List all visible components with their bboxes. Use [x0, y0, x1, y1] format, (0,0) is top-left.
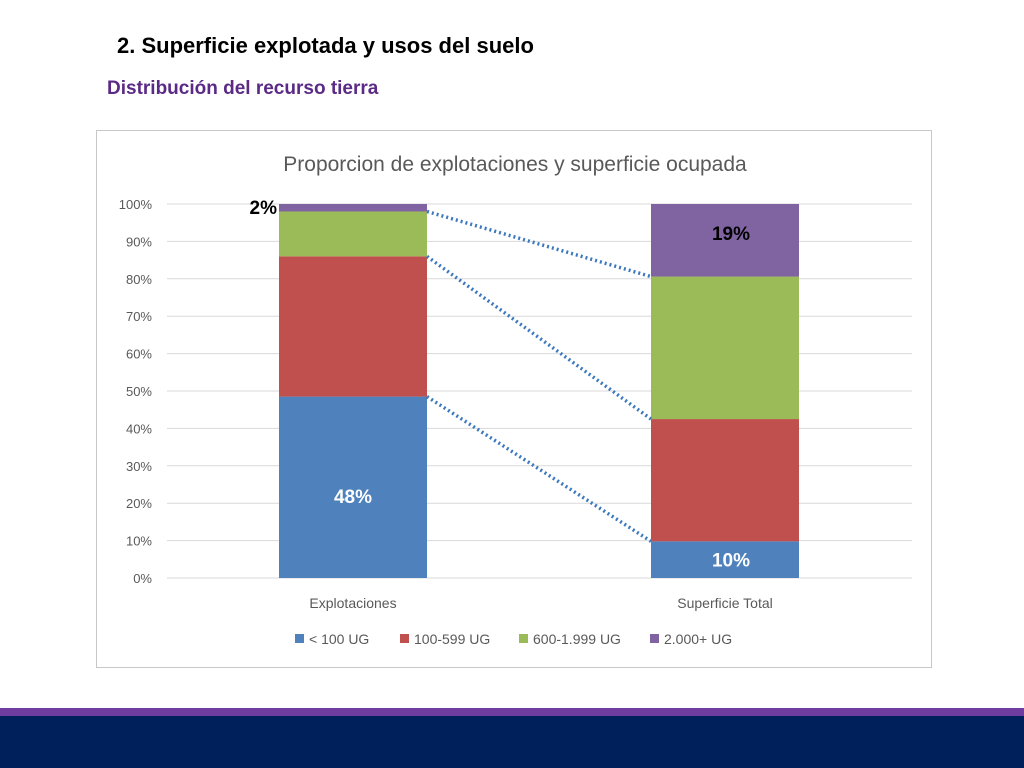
x-category-label: Explotaciones — [309, 595, 396, 611]
legend-swatch — [519, 634, 528, 643]
chart-title: Proporcion de explotaciones y superficie… — [283, 153, 747, 176]
legend-label: 2.000+ UG — [664, 631, 732, 647]
y-tick-label: 20% — [126, 496, 152, 511]
bar-segment — [651, 276, 799, 420]
bar-segment — [279, 396, 427, 578]
y-tick-label: 30% — [126, 459, 152, 474]
y-axis-tick-labels: 0% 10% 20% 30% 40% 50% 60% 70% 80% 90% 100% — [119, 197, 153, 586]
stacked-bar-chart: Proporcion de explotaciones y superficie… — [119, 153, 912, 647]
y-tick-label: 60% — [126, 347, 152, 362]
legend-label: < 100 UG — [309, 631, 369, 647]
bar-segment — [651, 541, 799, 578]
x-axis-category-labels: Explotaciones Superficie Total — [309, 595, 772, 611]
y-tick-label: 90% — [126, 234, 152, 249]
data-label: 2% — [250, 198, 278, 219]
connector-line — [426, 209, 652, 279]
connector-line — [426, 395, 652, 543]
chart-frame: Proporcion de explotaciones y superficie… — [96, 130, 932, 668]
y-tick-label: 50% — [126, 384, 152, 399]
bar-segment — [279, 256, 427, 397]
slide-subtitle: Distribución del recurso tierra — [107, 78, 379, 99]
gridlines — [167, 203, 912, 579]
footer-bar — [0, 716, 1024, 768]
bar-segment — [279, 204, 427, 212]
data-labels: 48% 2% 10% 19% — [250, 198, 751, 572]
legend: < 100 UG 100-599 UG 600-1.999 UG 2.000+ UG — [295, 631, 732, 647]
y-tick-label: 70% — [126, 309, 152, 324]
x-category-label: Superficie Total — [677, 595, 772, 611]
y-tick-label: 100% — [119, 197, 153, 212]
bar-segment — [651, 419, 799, 542]
legend-swatch — [400, 634, 409, 643]
legend-swatch — [650, 634, 659, 643]
legend-label: 100-599 UG — [414, 631, 490, 647]
data-label: 10% — [712, 551, 750, 572]
footer-accent-line — [0, 708, 1024, 716]
y-tick-label: 10% — [126, 534, 152, 549]
connector-lines — [425, 209, 653, 543]
legend-label: 600-1.999 UG — [533, 631, 621, 647]
data-label: 48% — [334, 487, 372, 508]
bars — [279, 204, 799, 578]
data-label: 19% — [712, 224, 750, 245]
y-tick-label: 40% — [126, 421, 152, 436]
bar-segment — [651, 204, 799, 277]
legend-swatch — [295, 634, 304, 643]
slide-title: 2. Superficie explotada y usos del suelo — [117, 33, 534, 58]
y-tick-label: 0% — [133, 571, 152, 586]
y-tick-label: 80% — [126, 272, 152, 287]
bar-segment — [279, 211, 427, 257]
connector-line — [425, 254, 653, 421]
